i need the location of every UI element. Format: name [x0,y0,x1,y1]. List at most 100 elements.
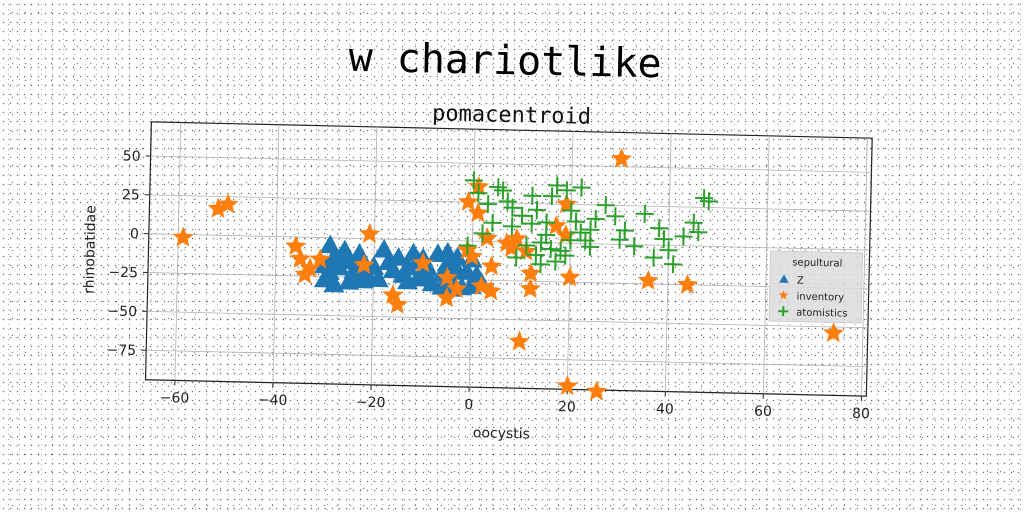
triangle-point [436,252,458,272]
star-point [461,245,483,266]
y-tick-label: 0 [130,226,139,242]
plus-point [541,240,560,259]
star-point [496,232,518,253]
star-point [481,255,503,276]
legend-marker-Z [779,274,789,283]
x-tick-label: −20 [356,395,386,412]
star-point [387,293,408,314]
data-marks [172,147,844,401]
star-point [476,227,498,248]
star-point [446,277,468,298]
series-atomistics [458,171,718,274]
legend-label: atomistics [796,308,848,320]
plus-point [689,223,708,242]
plus-point [503,198,522,217]
plus-point [674,227,693,246]
plus-point [464,171,483,190]
legend-box [768,250,864,324]
star-point [412,252,434,273]
legend-marker-atomistics [778,306,789,317]
triangle-point [328,248,350,268]
triangle-point [367,268,389,288]
plus-point [458,236,477,255]
plus-point [548,176,567,195]
triangle-point [416,266,438,286]
triangle-point [437,241,458,261]
plus-point [523,186,542,205]
legend-label: inventory [796,292,844,304]
star-point [289,247,311,268]
star-point [556,193,578,214]
plus-point [566,212,585,231]
plus-point [517,236,536,255]
plus-point [586,209,605,228]
triangle-point [387,247,409,266]
star-point [519,277,541,299]
triangle-point [397,270,419,290]
plus-point [581,237,600,256]
triangle-point [397,256,419,276]
plus-point [615,221,634,240]
x-tick-label: −40 [258,392,288,409]
x-tick-label: 40 [656,401,674,417]
plus-point [581,220,600,239]
x-gridline [272,124,280,383]
y-axis-label: rhinobatidae [81,205,99,294]
star-point [637,269,659,290]
star-point [172,226,194,247]
y-gridline [150,155,872,173]
plus-point [644,248,663,267]
plus-point [483,213,502,232]
star-point [285,235,307,256]
plus-point [494,181,513,200]
plus-point [532,233,551,252]
y-gridline [149,194,871,212]
x-tick-label: 20 [558,399,576,415]
y-tick-label: −50 [107,303,137,320]
star-point [545,214,567,235]
plus-point [546,252,565,271]
plus-point [537,213,556,232]
star-point [506,227,528,248]
plus-point [654,230,673,249]
triangle-point [446,246,468,266]
star-point [677,273,698,294]
plus-point [572,178,591,197]
star-point [470,275,492,296]
plus-point [625,237,644,256]
plus-point [542,187,562,206]
plus-point [469,183,488,203]
x-gridline [762,135,770,394]
plus-point [526,245,545,264]
plot-area [144,121,873,397]
star-point [458,191,480,212]
star-point [586,380,608,401]
star-point [520,262,542,283]
x-gridline [174,122,182,381]
x-gridline [664,133,672,392]
plus-point [659,241,678,260]
plus-point [513,206,532,225]
triangle-point [446,259,468,279]
star-point [382,284,404,305]
triangle-point [373,238,395,258]
plus-point [635,204,654,223]
plus-point [556,246,575,265]
plus-point [695,189,714,208]
plus-point [664,255,683,274]
plus-point [551,241,570,260]
y-gridline [147,310,868,329]
star-point [299,257,321,278]
star-point [559,266,581,287]
star-point [501,237,523,258]
legend-title: sepultural [792,257,842,269]
star-point [436,286,458,308]
plus-point [557,181,576,200]
star-point [207,197,229,218]
plus-point [562,201,581,220]
x-axis-label: oocystis [473,425,530,442]
plus-point [531,255,550,274]
star-point [508,330,530,351]
plus-point [606,207,625,226]
x-tick-label: 60 [754,404,772,420]
